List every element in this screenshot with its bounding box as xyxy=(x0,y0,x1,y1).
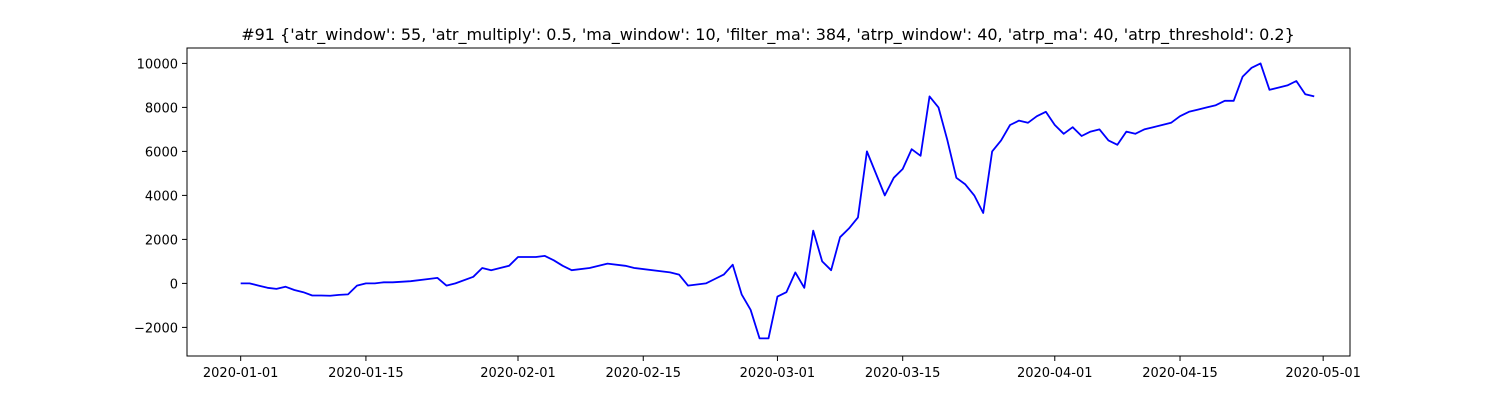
x-tick-label: 2020-01-15 xyxy=(328,366,404,381)
x-tick-label: 2020-01-01 xyxy=(203,366,279,381)
x-axis: 2020-01-01 2020-01-15 2020-02-01 2020-02-15… xyxy=(203,356,1361,381)
y-axis: −2000 0 2000 4000 6000 8000 10000 xyxy=(134,57,187,336)
y-tick-label: 2000 xyxy=(145,233,178,248)
axes-frame xyxy=(186,47,1351,357)
y-tick-label: −2000 xyxy=(134,321,178,336)
y-tick-label: 0 xyxy=(170,277,178,292)
x-tick-label: 2020-03-15 xyxy=(865,366,941,381)
series-line-0 xyxy=(240,62,1315,340)
x-tick-label: 2020-04-15 xyxy=(1142,366,1218,381)
y-tick-label: 10000 xyxy=(137,57,178,72)
x-tick-label: 2020-03-01 xyxy=(740,366,816,381)
y-tick-label: 8000 xyxy=(145,101,178,116)
x-tick-label: 2020-05-01 xyxy=(1285,366,1361,381)
x-tick-label: 2020-02-01 xyxy=(480,366,556,381)
chart-title: #91 {'atr_window': 55, 'atr_multiply': 0… xyxy=(241,25,1295,45)
plot-area xyxy=(240,62,1315,340)
x-tick-label: 2020-04-01 xyxy=(1017,366,1093,381)
x-tick-label: 2020-02-15 xyxy=(605,366,681,381)
y-tick-label: 6000 xyxy=(145,145,178,160)
y-tick-label: 4000 xyxy=(145,189,178,204)
